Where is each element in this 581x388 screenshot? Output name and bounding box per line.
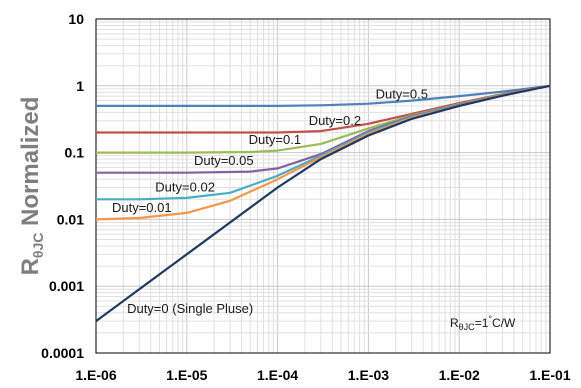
y-tick-label: 0.01: [57, 211, 84, 227]
thermal-resistance-annotation: RθJC=1°C/W: [450, 314, 516, 332]
y-tick-label: 10: [68, 11, 84, 27]
curve-label-2: Duty=0.2: [309, 113, 361, 128]
y-tick-labels: 0.0001 0.001 0.01 0.1 1 10: [41, 11, 84, 361]
y-tick-label: 1: [76, 78, 84, 94]
curve-label-3: Duty=0.1: [249, 132, 301, 147]
x-tick-label: 1.E-02: [439, 367, 480, 383]
x-tick-label: 1.E-03: [348, 367, 389, 383]
plot-frame: [95, 18, 551, 354]
y-tick-label: 0.1: [65, 145, 85, 161]
x-tick-label: 1.E-04: [257, 367, 298, 383]
series-line-4: [96, 84, 551, 174]
y-tick-label: 0.0001: [41, 345, 84, 361]
x-tick-label: 1.E-05: [166, 367, 207, 383]
curve-labels: Duty=0.5 Duty=0.2 Duty=0.1 Duty=0.05 Duty=0.…: [112, 86, 428, 315]
series-line-7: [95, 84, 551, 322]
x-tick-label: 1.E-06: [75, 367, 116, 383]
curve-label-1: Duty=0.5: [376, 86, 428, 101]
curve-label-4: Duty=0.05: [194, 153, 254, 168]
series-layer: [95, 84, 551, 322]
curve-label-6: Duty=0.01: [112, 200, 172, 215]
y-tick-label: 0.001: [49, 278, 84, 294]
y-axis-label: RθJC Normalized: [17, 97, 46, 276]
x-tick-label: 1.E-01: [529, 367, 570, 383]
curve-label-7: Duty=0 (Single Pluse): [127, 301, 253, 316]
curve-label-5: Duty=0.02: [155, 180, 215, 195]
series-line-1: [96, 84, 551, 108]
grid: [95, 19, 550, 354]
x-tick-labels: 1.E-06 1.E-05 1.E-04 1.E-03 1.E-02 1.E-01: [75, 367, 570, 383]
